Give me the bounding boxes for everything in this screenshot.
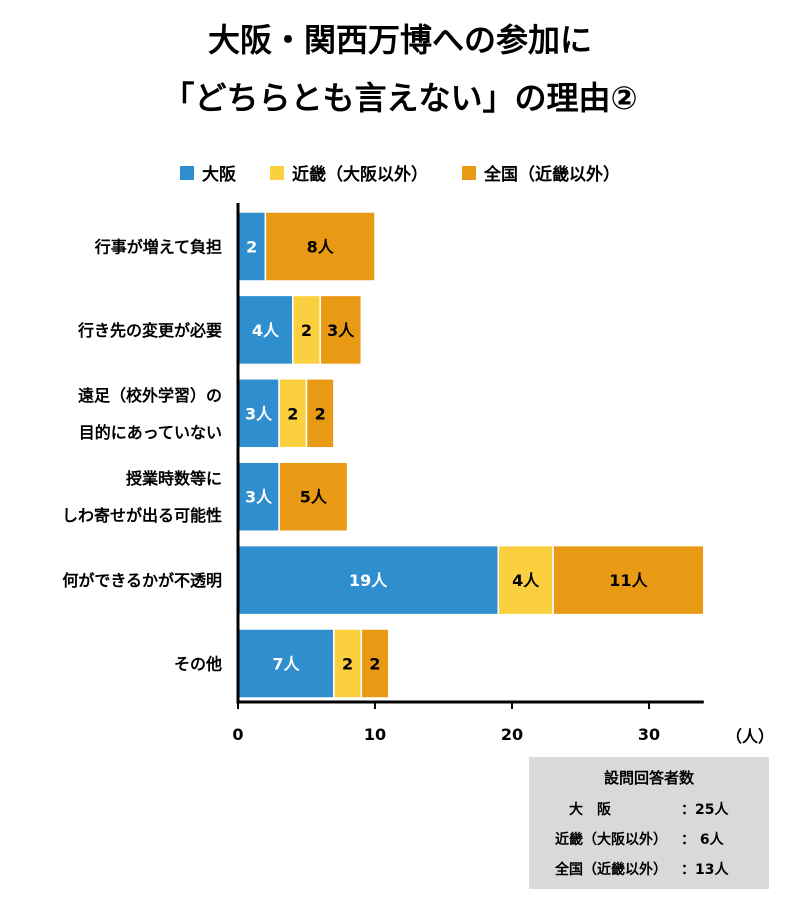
- bar-osaka-4: [237, 544, 500, 616]
- legend-label-national: 全国（近畿以外）: [484, 165, 620, 185]
- data-label-osaka-4: 19人: [349, 571, 388, 590]
- chart-title-line-1: 大阪・関西万博への参加に: [207, 21, 592, 59]
- data-label-osaka-1: 4人: [252, 321, 280, 340]
- legend-item-osaka: 大阪: [180, 160, 236, 185]
- data-label-osaka-5: 7人: [272, 655, 300, 674]
- data-label-national-1: 3人: [327, 321, 355, 340]
- category-label-3-1: しわ寄せが出る可能性: [62, 506, 222, 525]
- respondent-label-national: 全国（近畿以外）: [555, 862, 667, 878]
- legend-swatch-osaka: [180, 165, 194, 180]
- data-label-kinki-1: 2: [301, 321, 312, 340]
- bar-osaka-5: [237, 628, 335, 699]
- category-label-3-0: 授業時数等に: [126, 469, 222, 488]
- x-tick-label-2: 20: [501, 725, 523, 744]
- data-label-kinki-5: 2: [342, 655, 353, 674]
- bar-national-2: [305, 378, 335, 449]
- category-label-2-0: 遠足（校外学習）の: [78, 386, 222, 405]
- respondent-row-kinki: 近畿（大阪以外） ： 6人: [529, 829, 769, 849]
- data-label-national-0: 8人: [307, 238, 335, 257]
- legend-swatch-national: [462, 165, 476, 180]
- legend-label-kinki: 近畿（大阪以外）: [292, 165, 428, 185]
- respondent-value-kinki: ： 6人: [681, 832, 724, 848]
- x-tick-label-1: 10: [364, 725, 386, 744]
- bar-kinki-4: [497, 544, 554, 616]
- bar-national-5: [360, 628, 390, 699]
- bar-national-0: [264, 211, 376, 282]
- category-label-0-0: 行事が増えて負担: [94, 238, 222, 257]
- x-tick-label-3: 30: [638, 725, 660, 744]
- data-label-kinki-4: 4人: [512, 571, 540, 590]
- x-axis-unit: （人）: [726, 727, 774, 746]
- bar-national-3: [278, 461, 349, 532]
- respondent-label-kinki: 近畿（大阪以外）: [555, 832, 667, 848]
- legend-swatch-kinki: [270, 165, 284, 180]
- data-label-national-2: 2: [315, 404, 326, 423]
- category-label-4-0: 何ができるかが不透明: [62, 571, 222, 590]
- bar-osaka-1: [237, 294, 294, 366]
- bar-national-1: [319, 294, 363, 366]
- category-label-2-1: 目的にあっていない: [79, 423, 222, 442]
- bar-national-4: [552, 544, 705, 616]
- bar-osaka-0: [237, 211, 267, 282]
- respondent-label-osaka: 大 阪: [569, 802, 611, 818]
- legend-item-national: 全国（近畿以外）: [462, 160, 620, 185]
- data-label-national-3: 5人: [300, 488, 328, 507]
- x-tick-label-0: 0: [232, 725, 243, 744]
- respondent-row-national: 全国（近畿以外） ：13人: [529, 859, 769, 879]
- respondent-count-title: 設問回答者数: [603, 769, 694, 787]
- respondent-value-osaka: ：25人: [681, 802, 729, 818]
- legend-item-kinki: 近畿（大阪以外）: [270, 160, 428, 185]
- legend-label-osaka: 大阪: [202, 165, 236, 185]
- respondent-count-box: 設問回答者数 大 阪 ：25人 近畿（大阪以外） ： 6人 全国（近畿以外） ：…: [529, 757, 769, 889]
- data-label-osaka-0: 2: [246, 238, 257, 257]
- data-label-national-4: 11人: [609, 571, 648, 590]
- category-label-5-0: その他: [174, 655, 222, 674]
- data-label-osaka-2: 3人: [245, 404, 273, 423]
- respondent-value-national: ：13人: [681, 862, 729, 878]
- category-label-1-0: 行き先の変更が必要: [77, 321, 222, 340]
- bar-osaka-3: [237, 461, 280, 532]
- data-label-kinki-2: 2: [287, 404, 298, 423]
- bar-kinki-5: [333, 628, 363, 699]
- data-label-osaka-3: 3人: [245, 488, 273, 507]
- chart-title-line-2: 「どちらとも言えない」の理由②: [162, 79, 638, 117]
- chart-legend: 大阪 近畿（大阪以外） 全国（近畿以外）: [0, 160, 800, 185]
- data-label-national-5: 2: [369, 655, 380, 674]
- respondent-row-osaka: 大 阪 ：25人: [529, 799, 769, 819]
- bar-kinki-2: [278, 378, 308, 449]
